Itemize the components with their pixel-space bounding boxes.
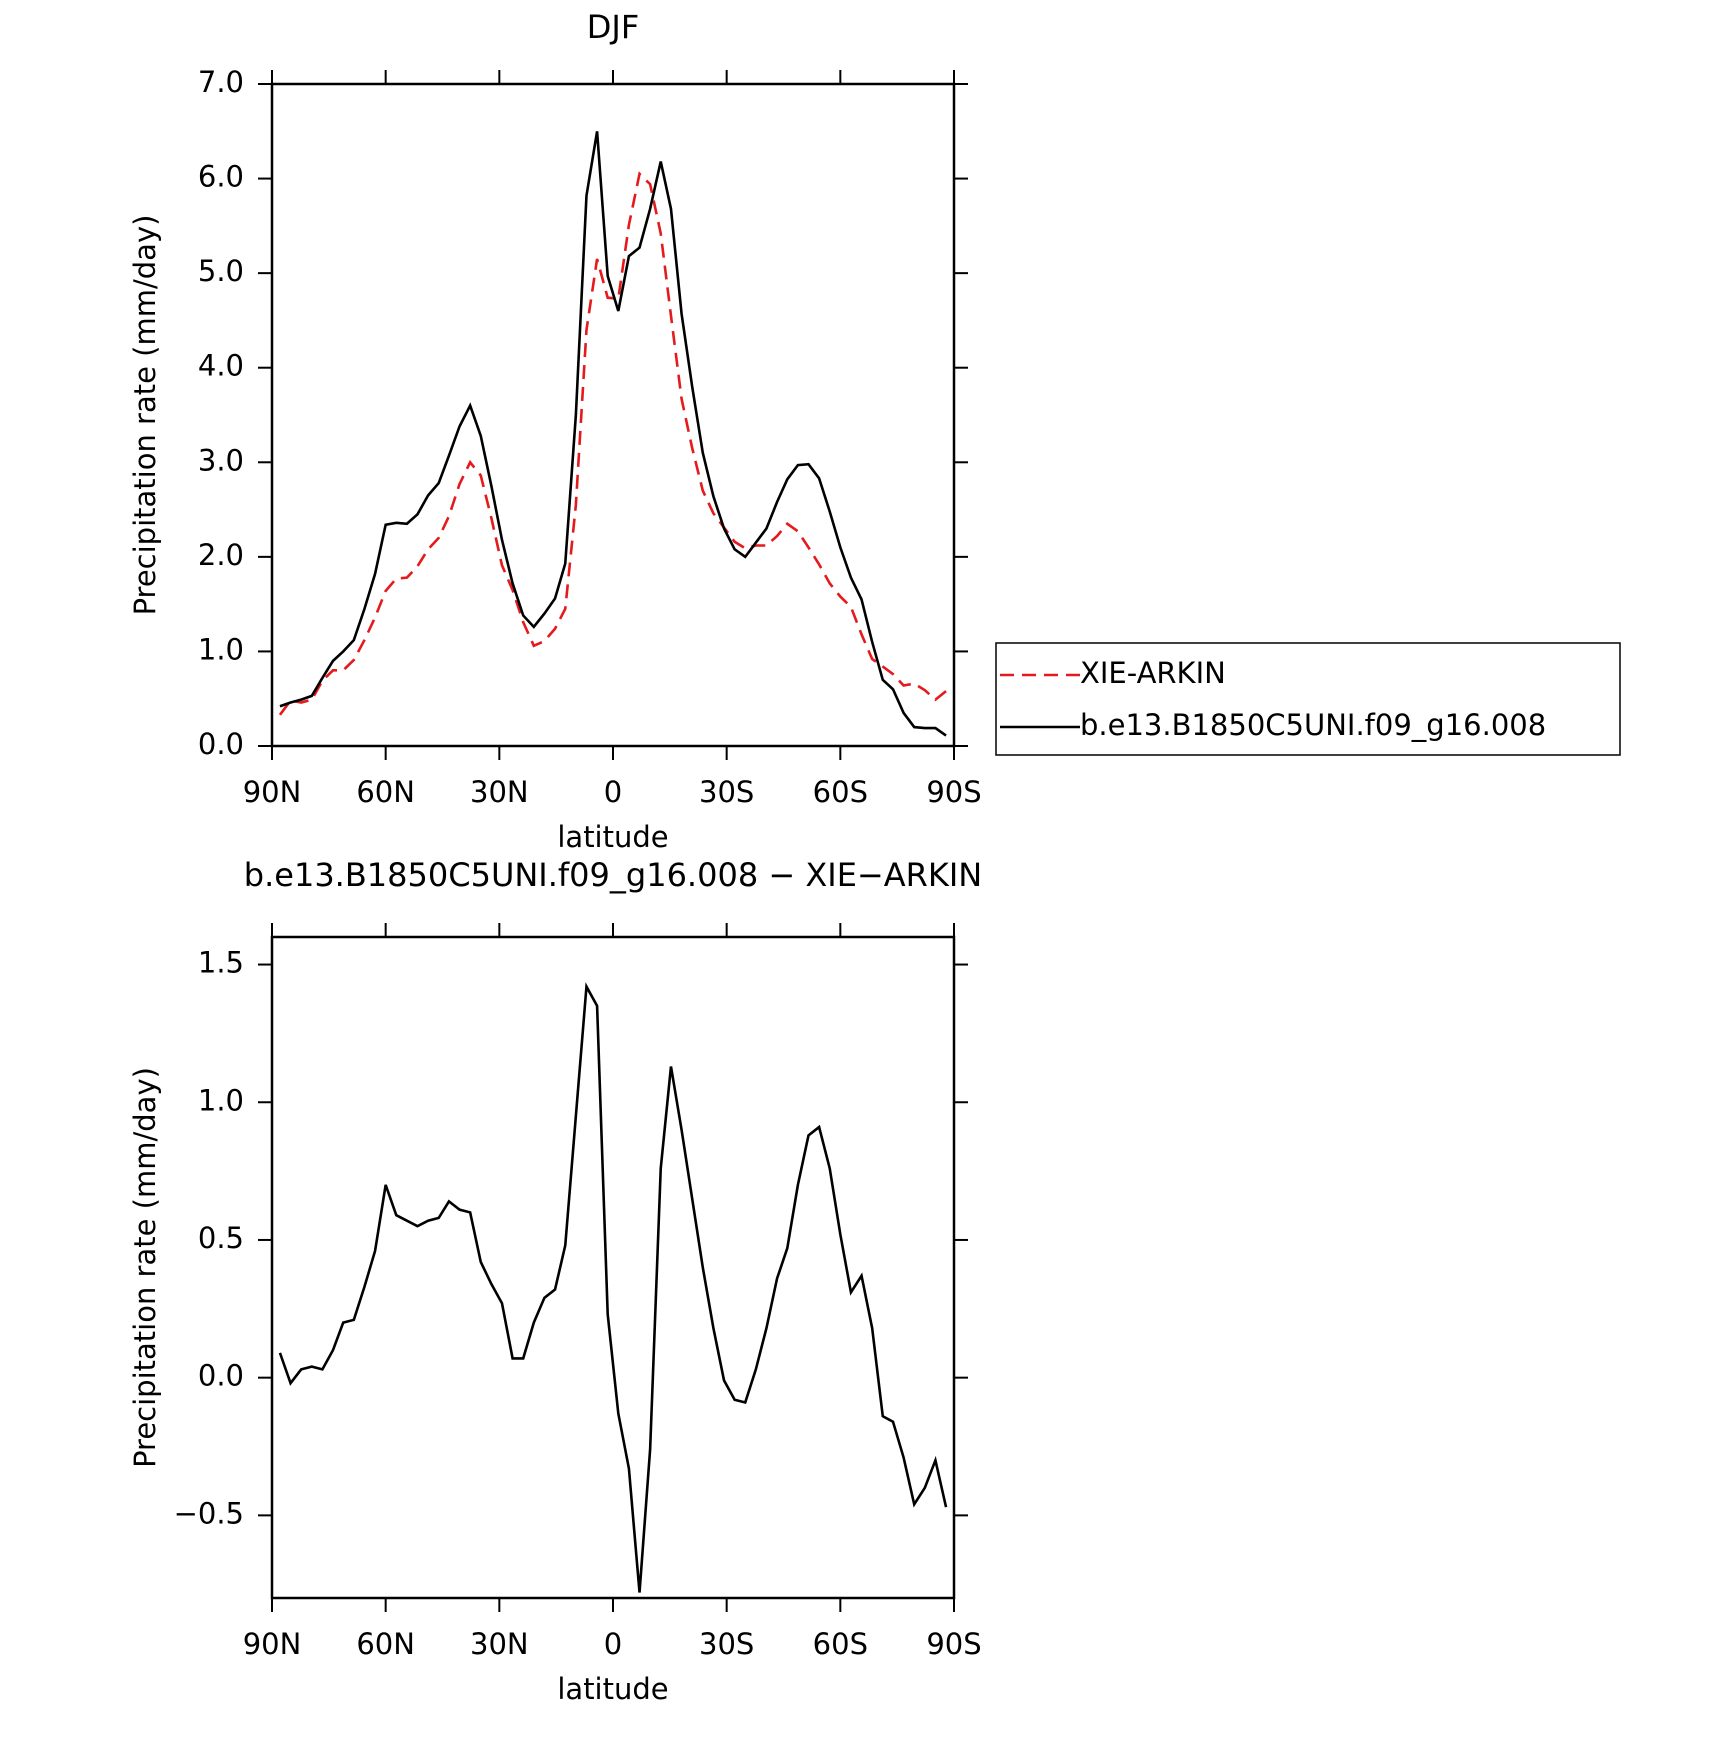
- y-tick-label: 0.5: [198, 1221, 244, 1255]
- y-tick-label: 3.0: [198, 443, 244, 477]
- x-tick-label: 0: [604, 775, 622, 809]
- plot-frame: [270, 82, 956, 748]
- data-line: [278, 171, 947, 716]
- chart-title: b.e13.B1850C5UNI.f09_g16.008 − XIE−ARKIN: [244, 856, 982, 894]
- legend-label: XIE-ARKIN: [1080, 656, 1226, 690]
- y-tick-label: 7.0: [198, 65, 244, 99]
- y-tick-label: 0.0: [198, 727, 244, 761]
- x-tick-label: 90N: [243, 775, 302, 809]
- x-tick-label: 60N: [356, 775, 415, 809]
- y-tick-label: 0.0: [198, 1359, 244, 1393]
- x-axis-label: latitude: [557, 1672, 668, 1706]
- x-axis-label: latitude: [557, 820, 668, 854]
- y-tick-label: 1.0: [198, 1083, 244, 1117]
- chart-title: DJF: [587, 8, 639, 46]
- x-tick-label: 90N: [243, 1627, 302, 1661]
- x-tick-label: 90S: [926, 1627, 981, 1661]
- x-tick-label: 60S: [813, 775, 868, 809]
- y-tick-label: 5.0: [198, 254, 244, 288]
- y-axis-label: Precipitation rate (mm/day): [128, 215, 162, 616]
- x-tick-label: 30N: [470, 775, 529, 809]
- legend-box: [995, 642, 1621, 756]
- y-tick-label: 4.0: [198, 349, 244, 383]
- legend-label: b.e13.B1850C5UNI.f09_g16.008: [1080, 708, 1546, 742]
- data-line: [279, 131, 947, 737]
- x-tick-label: 60N: [356, 1627, 415, 1661]
- x-tick-label: 30N: [470, 1627, 529, 1661]
- x-tick-label: 60S: [813, 1627, 868, 1661]
- x-tick-label: 90S: [926, 775, 981, 809]
- y-tick-label: −0.5: [174, 1496, 244, 1530]
- plot-frame: [270, 935, 956, 1600]
- y-tick-label: 1.0: [198, 632, 244, 666]
- y-tick-label: 2.0: [198, 538, 244, 572]
- x-tick-label: 0: [604, 1627, 622, 1661]
- y-axis-label: Precipitation rate (mm/day): [128, 1067, 162, 1468]
- x-tick-label: 30S: [699, 1627, 754, 1661]
- x-tick-label: 30S: [699, 775, 754, 809]
- y-tick-label: 1.5: [198, 946, 244, 980]
- y-tick-label: 6.0: [198, 160, 244, 194]
- data-line: [278, 982, 948, 1593]
